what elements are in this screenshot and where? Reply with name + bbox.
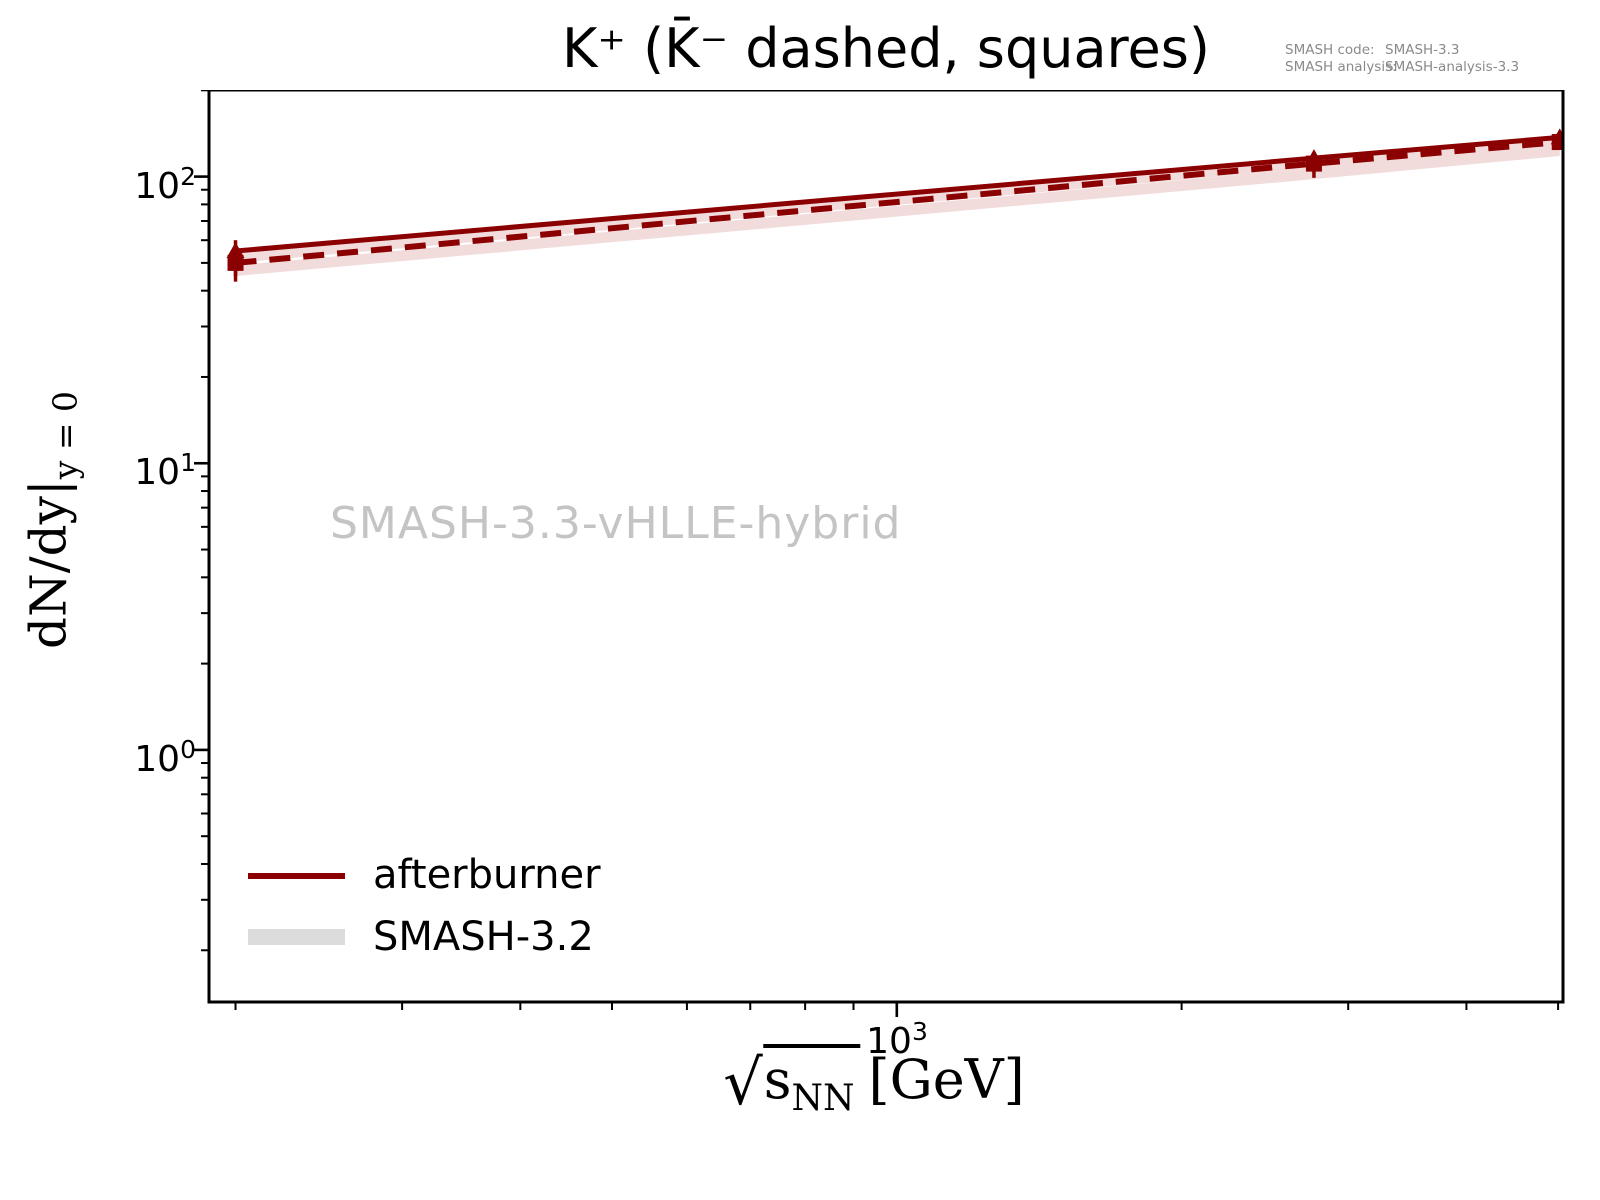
y-tick-label-100: 102 [134,162,196,207]
x-axis-label: √sNN [GeV] [723,1044,1025,1119]
y-tick-label-10: 101 [134,448,196,493]
watermark: SMASH-3.3-vHLLE-hybrid [330,498,902,549]
x-tick-label-1000: 103 [866,1017,928,1062]
sqrt-symbol: √ [723,1046,763,1119]
snn-symbol: sNN [762,1044,861,1119]
smash-analysis-value: SMASH-analysis-3.3 [1385,59,1520,75]
chart-title: K⁺ (K̄⁻ dashed, squares) [562,17,1210,80]
smash-code-value: SMASH-3.3 [1385,42,1460,58]
legend-smash32-swatch [248,929,345,945]
unit-label: [GeV] [868,1048,1025,1111]
smash-analysis-label: SMASH analysis: [1285,59,1397,75]
smash-code-label: SMASH code: [1285,42,1375,58]
legend-afterburner-label: afterburner [373,852,601,898]
y-tick-label-1: 100 [134,735,196,780]
legend-afterburner-swatch [248,873,345,879]
smash-annotations: SMASH code: SMASH-3.3 SMASH analysis: SM… [1285,42,1519,75]
y-axis-label: dN/dy|y = 0 [19,391,85,649]
legend-smash32-label: SMASH-3.2 [373,914,594,960]
plot-area [194,90,1565,1017]
